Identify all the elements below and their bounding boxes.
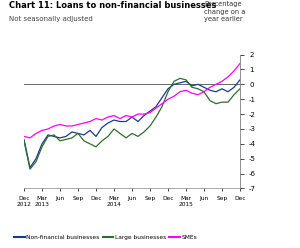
Legend: Non-financial businesses, Large businesses, SMEs: Non-financial businesses, Large business… [12, 233, 200, 243]
Text: Chart 11: Loans to non-financial businesses: Chart 11: Loans to non-financial busines… [9, 1, 216, 10]
Text: Not seasonally adjusted: Not seasonally adjusted [9, 16, 93, 22]
Text: Percentage
change on a
year earlier: Percentage change on a year earlier [204, 1, 245, 22]
